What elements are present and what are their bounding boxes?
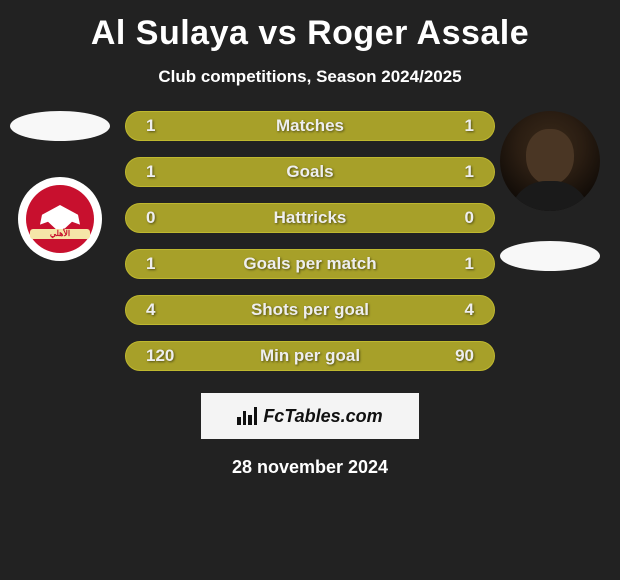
stat-row-goals: 1 Goals 1: [125, 157, 495, 187]
club-badge-label: الأهلي: [30, 229, 90, 239]
brand-text: FcTables.com: [263, 406, 382, 427]
stat-left-value: 0: [146, 208, 155, 228]
stat-left-value: 1: [146, 162, 155, 182]
stat-label: Goals per match: [243, 254, 376, 274]
stat-label: Min per goal: [260, 346, 360, 366]
brand-chart-icon: [237, 407, 257, 425]
club-badge-left: الأهلي: [18, 177, 102, 261]
stat-left-value: 1: [146, 254, 155, 274]
stat-right-value: 90: [455, 346, 474, 366]
stat-row-goals-per-match: 1 Goals per match 1: [125, 249, 495, 279]
stat-label: Shots per goal: [251, 300, 369, 320]
stat-label: Hattricks: [274, 208, 347, 228]
stat-right-value: 1: [465, 254, 474, 274]
stat-rows: 1 Matches 1 1 Goals 1 0 Hattricks 0 1 Go…: [125, 111, 495, 371]
club-badge-inner: [26, 185, 94, 253]
stat-right-value: 1: [465, 162, 474, 182]
stat-left-value: 120: [146, 346, 174, 366]
page-title: Al Sulaya vs Roger Assale: [91, 14, 529, 53]
stat-row-min-per-goal: 120 Min per goal 90: [125, 341, 495, 371]
left-player-column: الأهلي: [10, 111, 110, 261]
player-photo-placeholder: [10, 111, 110, 141]
right-player-column: [500, 111, 600, 271]
comparison-card: Al Sulaya vs Roger Assale Club competiti…: [0, 0, 620, 478]
stat-label: Matches: [276, 116, 344, 136]
stat-right-value: 0: [465, 208, 474, 228]
stat-label: Goals: [286, 162, 333, 182]
stat-left-value: 1: [146, 116, 155, 136]
stat-right-value: 1: [465, 116, 474, 136]
stat-left-value: 4: [146, 300, 155, 320]
main-area: الأهلي 1 Matches 1 1 Goals 1 0 Hattricks…: [0, 111, 620, 371]
stat-row-shots-per-goal: 4 Shots per goal 4: [125, 295, 495, 325]
stat-row-hattricks: 0 Hattricks 0: [125, 203, 495, 233]
brand-box: FcTables.com: [201, 393, 419, 439]
stat-right-value: 4: [465, 300, 474, 320]
page-subtitle: Club competitions, Season 2024/2025: [158, 67, 461, 87]
stat-row-matches: 1 Matches 1: [125, 111, 495, 141]
club-badge-placeholder: [500, 241, 600, 271]
player-photo-right: [500, 111, 600, 211]
date-text: 28 november 2024: [232, 457, 388, 478]
